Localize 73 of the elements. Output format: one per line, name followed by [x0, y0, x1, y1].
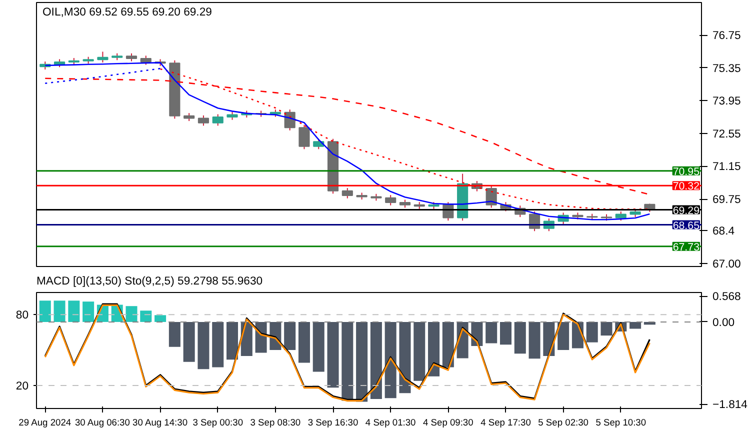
ref-line-label: 67.73 — [672, 241, 700, 254]
y-tick-label: 72.55 — [712, 128, 741, 140]
bar — [140, 310, 152, 322]
x-tick-label: 30 Aug 14:30 — [132, 418, 188, 428]
bar — [630, 322, 642, 329]
x-tick-label: 29 Aug 2024 — [18, 418, 72, 428]
y-tick-label: 68.4 — [712, 226, 735, 238]
bar — [327, 322, 339, 388]
bar — [514, 322, 526, 354]
line-series — [44, 68, 161, 84]
candlestick — [140, 55, 152, 66]
bar — [558, 322, 570, 350]
bar — [68, 300, 80, 322]
bar — [312, 322, 324, 372]
bar — [298, 322, 310, 363]
bar — [198, 322, 210, 370]
bar — [226, 322, 238, 360]
y-tick-label: 0.00 — [712, 316, 735, 329]
bar — [586, 322, 598, 342]
y-tick-label: 76.75 — [712, 30, 741, 42]
y-tick-label: 69.75 — [712, 194, 741, 206]
bar — [428, 322, 440, 376]
x-tick-label: 30 Aug 06:30 — [74, 418, 130, 428]
chart-title: OIL,M30 69.52 69.55 69.20 69.29 — [42, 6, 212, 18]
ref-line-label: 70.95 — [672, 166, 700, 178]
bar — [486, 322, 498, 344]
bar — [528, 322, 540, 359]
x-tick-label: 4 Sep 17:30 — [480, 418, 531, 428]
y-tick-label: 67.00 — [712, 258, 741, 270]
bar — [284, 322, 296, 350]
bar — [183, 322, 195, 362]
bar — [384, 322, 396, 398]
y2-tick-label: 20 — [16, 380, 29, 392]
x-tick-label: 5 Sep 10:30 — [596, 418, 646, 428]
candlestick — [198, 114, 210, 126]
x-tick-label: 3 Sep 16:30 — [308, 418, 358, 428]
candlestick — [212, 114, 224, 126]
bar — [212, 322, 224, 368]
y-tick-label: −1.814 — [712, 399, 748, 412]
bar — [126, 306, 138, 322]
candlestick — [615, 210, 626, 222]
y-tick-label: 71.15 — [712, 161, 741, 174]
x-tick-label: 5 Sep 02:30 — [538, 418, 588, 428]
bar — [342, 322, 354, 401]
bar — [154, 315, 166, 322]
candlestick — [385, 194, 396, 206]
bar — [54, 300, 66, 322]
candlestick — [342, 188, 353, 199]
y-tick-label: 73.95 — [712, 96, 741, 108]
bar — [414, 322, 426, 381]
y-tick-label: 75.35 — [712, 62, 741, 75]
ref-line-label: 68.65 — [672, 220, 700, 232]
x-tick-label: 4 Sep 09:30 — [423, 418, 474, 428]
bar — [356, 322, 368, 402]
bar — [399, 322, 411, 394]
y2-tick-label: 80 — [16, 310, 29, 322]
bar — [82, 302, 94, 322]
bar — [500, 322, 512, 345]
x-tick-label: 4 Sep 01:30 — [365, 418, 416, 428]
chart-title: MACD [0](13,50) Sto(9,2,5) 59.2798 55.9630 — [36, 276, 263, 288]
candlestick — [97, 51, 108, 63]
candlestick — [313, 138, 324, 150]
x-tick-label: 3 Sep 00:30 — [192, 418, 244, 428]
candlestick — [298, 124, 310, 150]
bar — [370, 322, 382, 399]
bar — [168, 322, 180, 347]
bar — [39, 300, 51, 322]
ref-line-label: 69.29 — [672, 204, 700, 217]
x-tick-label: 3 Sep 08:30 — [250, 418, 301, 428]
bar — [600, 322, 612, 336]
bar — [442, 322, 454, 368]
y-tick-label: 0.568 — [712, 291, 741, 304]
ref-line-label: 70.32 — [672, 180, 700, 193]
